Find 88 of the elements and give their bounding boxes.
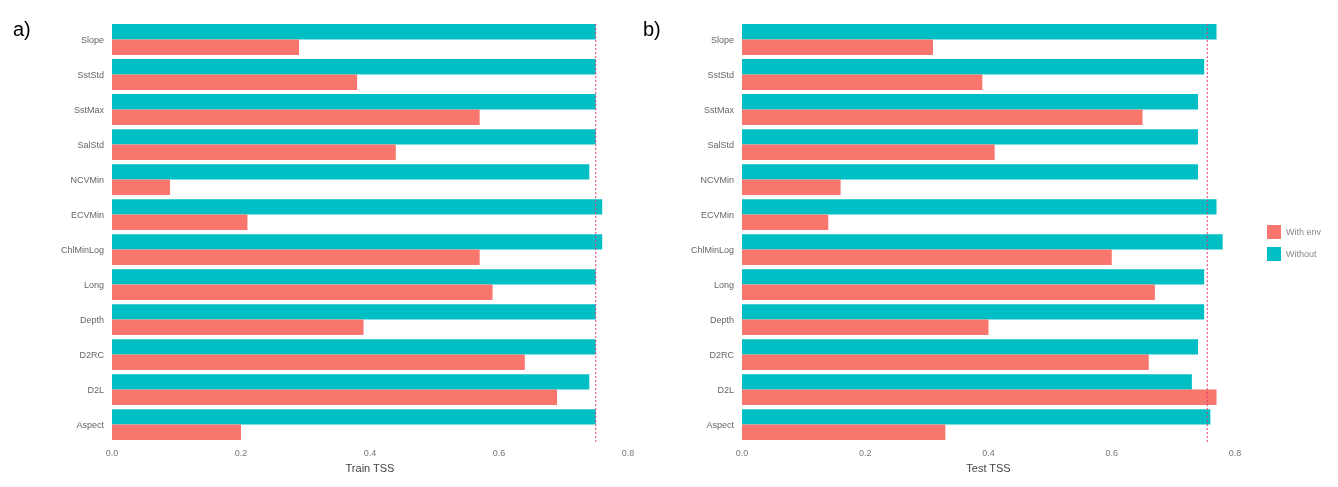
bar: [112, 109, 480, 125]
y-tick-label: ECVMin: [70, 209, 104, 220]
bar: [742, 59, 1205, 75]
y-tick-label: Slope: [710, 34, 734, 45]
bar: [112, 354, 525, 370]
bar: [112, 24, 596, 40]
bar: [112, 179, 171, 195]
y-tick-label: SalStd: [77, 139, 104, 150]
bar: [112, 39, 300, 55]
bar: [742, 339, 1199, 355]
y-tick-label: NCVMin: [70, 174, 104, 185]
y-tick-label: D2RC: [79, 349, 105, 360]
y-tick-label: SstStd: [707, 69, 734, 80]
x-tick-label: 0.6: [1105, 447, 1119, 458]
bar: [112, 129, 596, 145]
chart-title: b): [643, 18, 661, 40]
bar: [742, 304, 1205, 320]
bar: [112, 94, 596, 110]
y-tick-label: ChlMinLog: [60, 244, 104, 255]
y-tick-label: Depth: [709, 314, 734, 325]
y-tick-label: Slope: [80, 34, 104, 45]
bar: [742, 24, 1217, 40]
y-tick-label: SstStd: [77, 69, 104, 80]
bar: [742, 144, 995, 160]
x-tick-label: 0.4: [363, 447, 377, 458]
bar: [112, 199, 603, 215]
x-axis-title: Train TSS: [345, 461, 395, 474]
legend-label: Without: [1285, 249, 1317, 259]
bar: [742, 234, 1223, 250]
x-tick-label: 0.8: [621, 447, 635, 458]
bar: [112, 374, 590, 390]
y-tick-label: D2L: [87, 384, 104, 395]
bar: [742, 129, 1199, 145]
bar: [742, 179, 841, 195]
y-tick-label: D2RC: [709, 349, 735, 360]
chart-title: a): [13, 18, 31, 40]
bar: [112, 234, 603, 250]
bar: [112, 144, 396, 160]
bar: [112, 59, 596, 75]
bar: [742, 424, 946, 440]
bar: [742, 164, 1199, 180]
bar: [742, 284, 1155, 300]
x-axis-title: Test TSS: [966, 461, 1011, 474]
bar: [112, 249, 480, 265]
y-tick-label: ChlMinLog: [690, 244, 734, 255]
bar: [112, 269, 596, 285]
y-tick-label: Depth: [79, 314, 104, 325]
y-tick-label: D2L: [717, 384, 734, 395]
bar: [742, 354, 1149, 370]
y-tick-label: SstMax: [703, 104, 735, 115]
bar: [742, 389, 1217, 405]
bar: [742, 39, 934, 55]
x-tick-label: 0.8: [1228, 447, 1242, 458]
x-tick-label: 0.0: [735, 447, 749, 458]
bar: [112, 214, 248, 230]
bar: [742, 94, 1199, 110]
bar: [742, 249, 1112, 265]
bar: [742, 374, 1192, 390]
x-tick-label: 0.2: [234, 447, 248, 458]
bar: [112, 339, 596, 355]
y-tick-label: SstMax: [73, 104, 105, 115]
bar: [742, 319, 989, 335]
bar: [112, 284, 493, 300]
x-tick-label: 0.4: [982, 447, 995, 458]
bar: [112, 74, 358, 90]
bar: [112, 319, 364, 335]
y-tick-label: ECVMin: [700, 209, 734, 220]
bar: [742, 109, 1143, 125]
bar: [112, 164, 590, 180]
bar: [742, 269, 1205, 285]
x-tick-label: 0.0: [105, 447, 119, 458]
y-tick-label: NCVMin: [700, 174, 734, 185]
bar: [112, 424, 241, 440]
bar: [112, 389, 558, 405]
x-tick-label: 0.2: [858, 447, 872, 458]
bar: [742, 199, 1217, 215]
bar: [112, 409, 596, 425]
y-tick-label: SalStd: [707, 139, 734, 150]
bar: [742, 214, 829, 230]
y-tick-label: Aspect: [76, 419, 105, 430]
legend-label: With env: [1285, 227, 1322, 237]
bar: [112, 304, 596, 320]
y-tick-label: Aspect: [706, 419, 735, 430]
y-tick-label: Long: [83, 279, 104, 290]
bar: [742, 74, 983, 90]
y-tick-label: Long: [713, 279, 734, 290]
bar: [742, 409, 1211, 425]
x-tick-label: 0.6: [492, 447, 506, 458]
